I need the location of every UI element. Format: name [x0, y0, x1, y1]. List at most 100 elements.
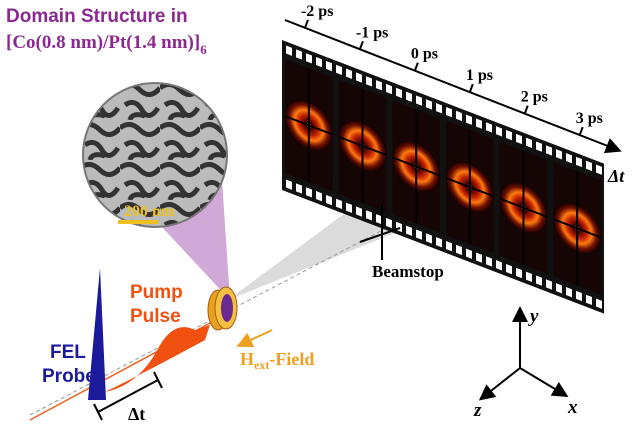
- film-hole: [586, 294, 592, 305]
- film-hole: [486, 122, 492, 133]
- film-hole: [386, 83, 392, 95]
- time-axis: [284, 19, 622, 154]
- time-label: -2 ps: [301, 3, 333, 20]
- domain-inset: [82, 82, 228, 228]
- film-hole: [326, 194, 332, 206]
- film-hole: [426, 233, 432, 244]
- time-label: 0 ps: [411, 46, 438, 63]
- sample-film: [221, 294, 233, 322]
- film-hole: [346, 68, 352, 79]
- time-label: 3 ps: [576, 110, 603, 127]
- film-hole: [516, 267, 522, 279]
- film-hole: [356, 72, 362, 83]
- scale-label: 200 nm: [124, 203, 175, 220]
- time-tick: [358, 40, 364, 50]
- film-hole: [296, 49, 302, 60]
- film-hole: [436, 237, 442, 248]
- delay-line: [97, 379, 159, 413]
- field-label: Hext-Field: [240, 349, 314, 372]
- x-label: x: [567, 397, 578, 418]
- film-hole: [356, 206, 362, 217]
- film-hole: [506, 263, 512, 275]
- film-hole: [386, 217, 392, 229]
- film-hole: [476, 252, 482, 263]
- film-hole: [586, 160, 592, 171]
- film-hole: [366, 76, 372, 87]
- title-line2: [Co(0.8 nm)/Pt(1.4 nm)]6: [6, 32, 207, 57]
- title-line1: Domain Structure in: [6, 6, 188, 27]
- pump-label1: Pump: [130, 282, 183, 303]
- film-hole: [496, 126, 502, 137]
- film-hole: [316, 191, 322, 202]
- film-hole: [286, 45, 292, 56]
- film-hole: [466, 248, 472, 259]
- film-hole: [566, 287, 572, 298]
- film-hole: [496, 260, 502, 271]
- film-hole: [536, 275, 542, 286]
- film-hole: [286, 179, 292, 190]
- film-hole: [436, 103, 442, 114]
- film-hole: [556, 283, 562, 294]
- field-arrow: [236, 329, 273, 348]
- film-hole: [426, 99, 432, 110]
- probe-label1: FEL: [50, 342, 86, 363]
- film-hole: [296, 183, 302, 194]
- film-hole: [336, 198, 342, 210]
- film-hole: [596, 164, 602, 175]
- time-tick: [413, 62, 419, 72]
- probe-pulse: [88, 268, 106, 400]
- time-tick: [578, 126, 584, 136]
- y-label: y: [528, 306, 539, 327]
- film-hole: [596, 298, 602, 309]
- film-hole: [466, 114, 472, 125]
- time-label: 1 ps: [466, 67, 493, 84]
- film-hole: [346, 202, 352, 213]
- film-hole: [316, 57, 322, 68]
- pump-pulse: [105, 325, 210, 392]
- film-hole: [456, 110, 462, 122]
- film-hole: [366, 210, 372, 221]
- pump-label2: Pulse: [130, 306, 181, 327]
- film-hole: [376, 80, 382, 91]
- film-hole: [566, 153, 572, 164]
- film-hole: [416, 229, 422, 240]
- film-hole: [526, 137, 532, 148]
- film-hole: [406, 225, 412, 236]
- film-hole: [376, 214, 382, 225]
- film-hole: [536, 141, 542, 152]
- time-tick: [468, 83, 474, 93]
- beamstop-bar: [359, 227, 401, 243]
- film-hole: [486, 256, 492, 267]
- film-hole: [476, 118, 482, 129]
- time-label: -1 ps: [356, 24, 388, 41]
- z-axis: [478, 367, 521, 401]
- x-axis: [519, 367, 569, 398]
- time-tick: [304, 19, 309, 29]
- film-hole: [306, 187, 312, 198]
- film-hole: [556, 149, 562, 160]
- film-strip: [282, 40, 604, 314]
- time-axis-label: Δt: [607, 166, 625, 186]
- delay-tick: [93, 403, 103, 421]
- film-hole: [546, 279, 552, 290]
- film-hole: [416, 95, 422, 106]
- time-tick: [523, 105, 529, 114]
- beamstop-label: Beamstop: [372, 262, 444, 281]
- film-hole: [546, 145, 552, 156]
- film-hole: [306, 53, 312, 64]
- film-hole: [506, 129, 512, 141]
- film-hole: [526, 271, 532, 282]
- film-hole: [396, 87, 402, 99]
- film-hole: [336, 64, 342, 76]
- film-hole: [326, 60, 332, 72]
- film-hole: [446, 106, 452, 118]
- film-hole: [446, 240, 452, 252]
- film-hole: [576, 290, 582, 302]
- z-label: z: [473, 400, 482, 421]
- film-hole: [406, 91, 412, 102]
- delay-label: ​Δt: [128, 404, 145, 424]
- film-hole: [516, 133, 522, 145]
- film-hole: [576, 156, 582, 168]
- probe-label2: Probe: [42, 366, 96, 387]
